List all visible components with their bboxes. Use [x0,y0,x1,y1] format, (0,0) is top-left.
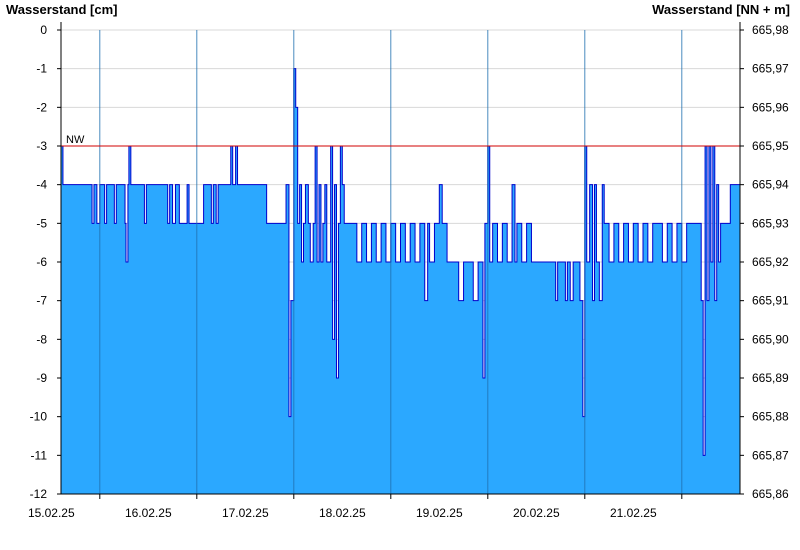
left-tick-label: -4 [36,178,47,192]
left-tick-label: -2 [36,100,47,114]
right-tick-label: 665,98 [752,23,789,37]
x-date-label: 21.02.25 [610,506,657,520]
left-tick-label: -7 [36,294,47,308]
left-tick-label: -8 [36,332,47,346]
left-tick-label: -12 [30,487,48,501]
x-axis: 15.02.25 16.02.25 17.02.25 18.02.25 19.02.25… [28,493,740,520]
right-tick-label: 665,94 [752,178,789,192]
right-tick-label: 665,88 [752,410,789,424]
right-tick-label: 665,92 [752,255,789,269]
left-tick-label: -3 [36,139,47,153]
right-tick-label: 665,89 [752,371,789,385]
left-tick-label: -6 [36,255,47,269]
right-tick-label: 665,90 [752,332,789,346]
left-tick-label: -11 [31,448,48,462]
x-date-label: 16.02.25 [125,506,172,520]
right-tick-label: 665,97 [752,62,789,76]
x-date-label: 20.02.25 [513,506,560,520]
right-tick-label: 665,96 [752,100,789,114]
right-tick-label: 665,95 [752,139,789,153]
left-tick-label: -10 [30,410,48,424]
right-tick-label: 665,91 [752,294,789,308]
right-axis-title: Wasserstand [NN + m] [652,2,790,17]
x-date-label: 17.02.25 [222,506,269,520]
x-date-label: 15.02.25 [28,506,75,520]
right-tick-label: 665,86 [752,487,789,501]
water-level-line [61,68,740,456]
x-date-label: 18.02.25 [319,506,366,520]
nw-label: NW [66,134,85,146]
plot-area: NW [61,29,740,495]
left-tick-label: 0 [40,23,47,37]
left-tick-label: -1 [36,62,47,76]
left-axis-title: Wasserstand [cm] [6,2,118,17]
left-tick-label: -5 [36,216,47,230]
right-tick-label: 665,93 [752,216,789,230]
x-date-label: 19.02.25 [416,506,463,520]
right-axis: 665,98 665,97 665,96 665,95 665,94 665,93 665,… [739,22,789,501]
left-axis: 0 -1 -2 -3 -4 -5 -6 -7 -8 -9 -10 -11 -12 [30,22,62,501]
left-tick-label: -9 [36,371,47,385]
right-tick-label: 665,87 [752,448,789,462]
